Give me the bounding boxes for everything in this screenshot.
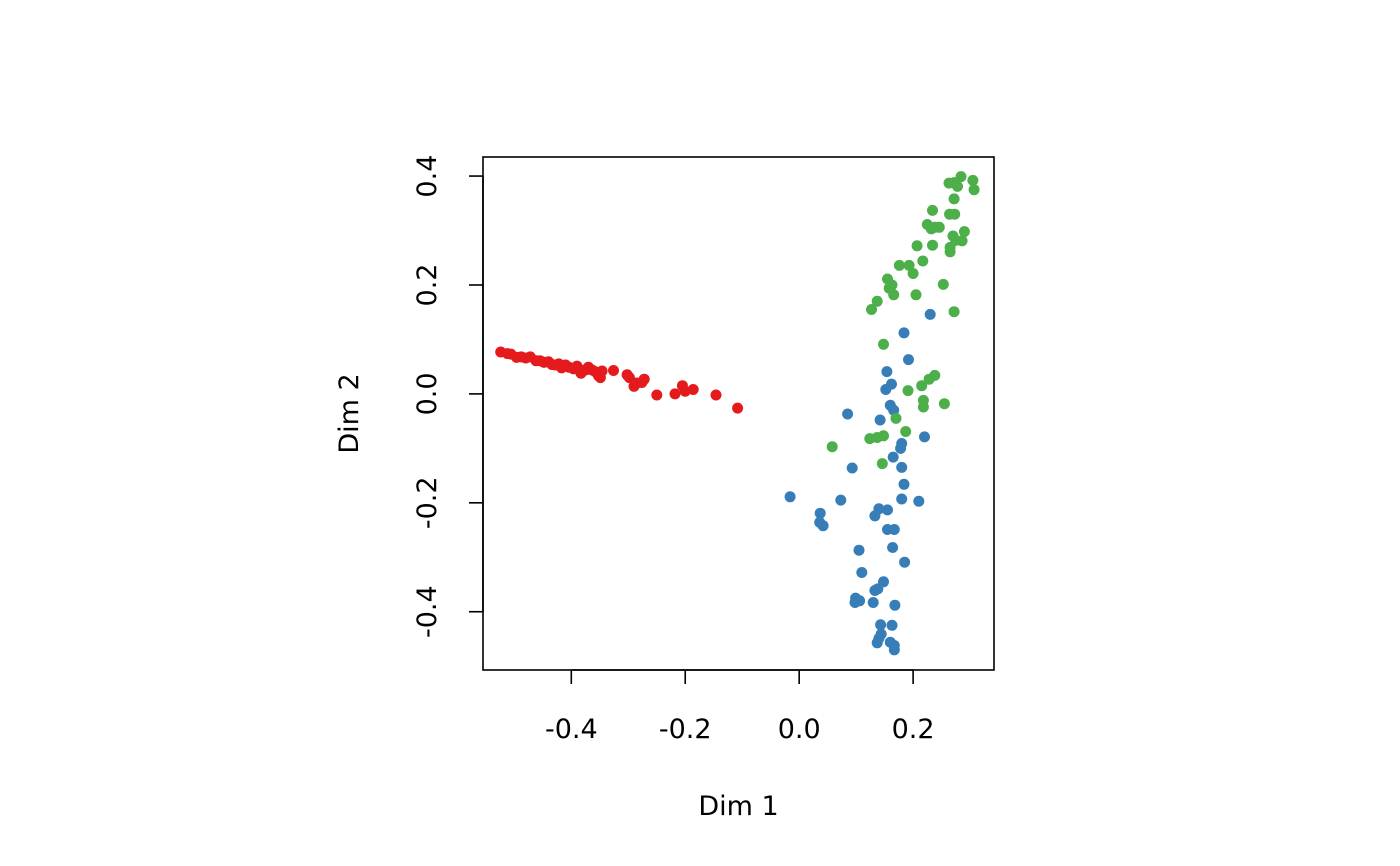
data-point — [917, 401, 929, 413]
data-point — [958, 226, 970, 238]
data-point — [952, 180, 963, 192]
data-point — [886, 619, 898, 631]
data-point — [871, 637, 883, 649]
data-point — [949, 208, 961, 220]
series-2 — [784, 308, 936, 656]
data-point — [876, 458, 888, 470]
data-point — [874, 414, 886, 426]
data-point — [875, 619, 887, 631]
data-point — [900, 426, 912, 437]
data-point — [869, 510, 881, 522]
data-point — [881, 366, 893, 378]
data-point — [889, 599, 901, 611]
data-point — [651, 389, 663, 401]
data-point — [947, 230, 959, 242]
data-point — [923, 373, 935, 385]
data-point — [917, 255, 929, 267]
data-point — [732, 402, 744, 414]
data-point — [887, 451, 899, 463]
data-point — [872, 583, 884, 595]
data-point — [907, 268, 919, 279]
data-point — [814, 507, 826, 519]
data-point — [938, 398, 950, 410]
data-point — [919, 431, 930, 443]
data-point — [927, 239, 938, 251]
data-point — [898, 478, 910, 490]
data-point — [887, 542, 899, 553]
data-point — [911, 240, 923, 252]
data-point — [856, 567, 868, 578]
data-point — [888, 289, 900, 301]
data-point — [956, 235, 968, 247]
data-point — [864, 433, 876, 445]
data-point — [898, 327, 910, 339]
data-point — [948, 193, 960, 205]
x-tick-label: -0.4 — [545, 714, 598, 745]
data-point — [594, 372, 606, 384]
data-point — [916, 380, 928, 392]
y-tick-label: 0.2 — [412, 264, 443, 307]
data-point — [968, 184, 980, 196]
y-tick-label: -0.4 — [412, 585, 443, 638]
data-point — [893, 259, 905, 271]
data-point — [880, 384, 892, 395]
data-point — [853, 544, 865, 556]
data-point — [948, 306, 960, 318]
data-point — [710, 389, 722, 401]
data-point — [867, 597, 879, 608]
data-point — [913, 495, 925, 507]
data-point — [878, 338, 889, 350]
data-point — [817, 520, 829, 532]
x-tick-label: 0.0 — [778, 714, 821, 745]
data-point — [784, 491, 796, 503]
data-point — [826, 441, 838, 453]
data-point — [882, 524, 893, 535]
data-point — [608, 365, 619, 376]
data-point — [937, 278, 949, 290]
y-tick-label: 0.4 — [412, 155, 443, 198]
data-point — [846, 462, 858, 474]
data-point — [896, 461, 908, 473]
data-point — [903, 354, 914, 366]
data-point — [835, 494, 847, 506]
points-layer — [495, 171, 980, 656]
data-point — [895, 442, 907, 454]
data-point — [944, 246, 956, 258]
data-point — [888, 644, 900, 656]
data-point — [842, 408, 854, 420]
data-point — [687, 384, 699, 395]
x-axis: -0.4 -0.2 0.0 0.2 — [545, 669, 935, 745]
series-3 — [826, 171, 980, 470]
data-point — [882, 504, 893, 516]
data-point — [871, 295, 883, 307]
y-axis-title: Dim 2 — [334, 373, 365, 453]
data-point — [910, 289, 922, 301]
data-point — [890, 412, 902, 424]
data-point — [902, 385, 914, 397]
x-axis-title: Dim 1 — [698, 791, 778, 822]
y-axis: -0.4 -0.2 0.0 0.2 0.4 — [412, 155, 484, 638]
data-point — [896, 493, 908, 505]
x-tick-label: 0.2 — [892, 714, 935, 745]
data-point — [924, 308, 936, 320]
y-tick-label: 0.0 — [412, 372, 443, 415]
x-tick-label: -0.2 — [659, 714, 712, 745]
data-point — [899, 556, 911, 568]
data-point — [849, 597, 861, 608]
data-point — [669, 388, 681, 400]
data-point — [943, 177, 955, 189]
data-point — [866, 304, 877, 315]
y-tick-label: -0.2 — [412, 476, 443, 529]
data-point — [933, 221, 945, 233]
data-point — [638, 373, 650, 385]
series-1 — [495, 346, 744, 414]
data-point — [967, 174, 979, 186]
data-point — [927, 204, 938, 216]
